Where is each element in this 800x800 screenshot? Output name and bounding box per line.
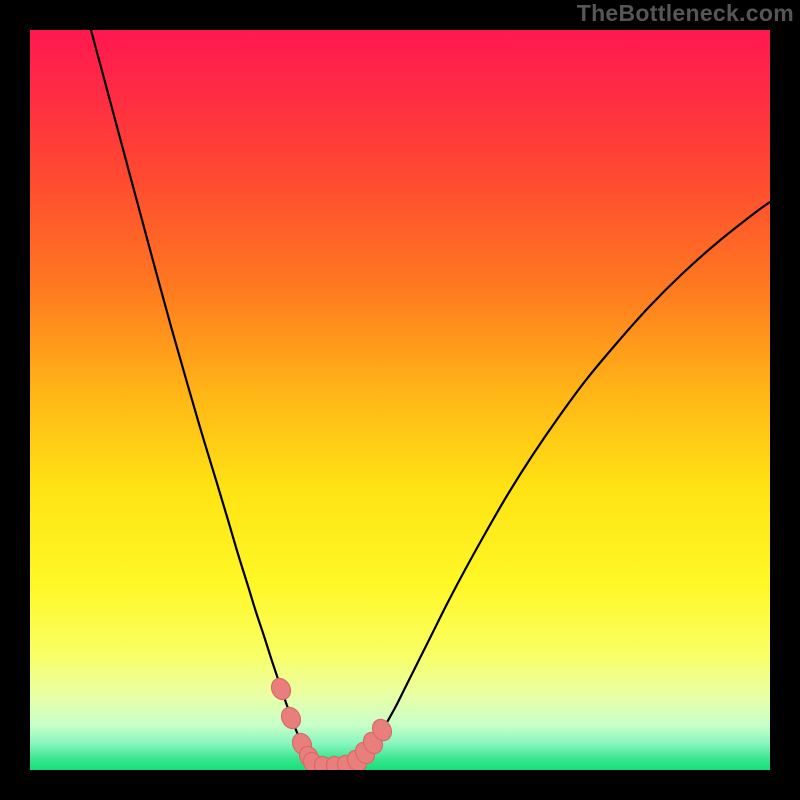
- plot-svg: [30, 30, 770, 770]
- watermark-text: TheBottleneck.com: [577, 0, 794, 27]
- plot-area: [30, 30, 770, 770]
- chart-frame: TheBottleneck.com: [0, 0, 800, 800]
- gradient-background: [30, 30, 770, 770]
